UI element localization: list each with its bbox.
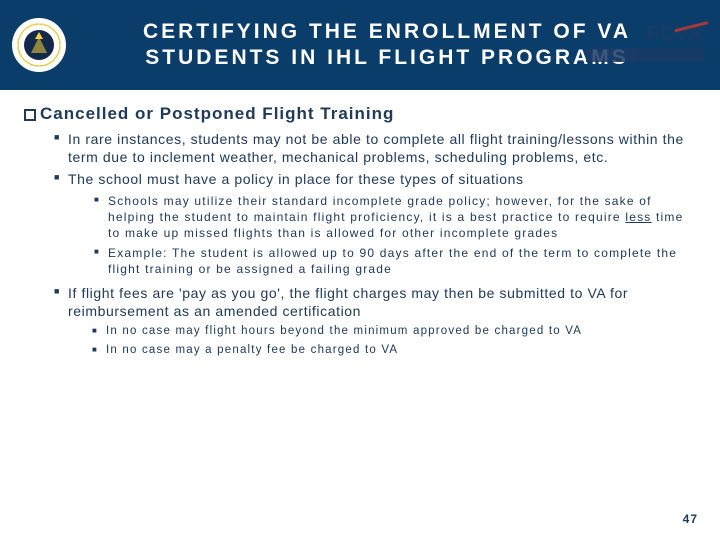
slide-header: CERTIFYING THE ENROLLMENT OF VA STUDENTS… <box>0 0 720 90</box>
sub-list: Schools may utilize their standard incom… <box>68 193 696 278</box>
fdva-bar <box>586 48 704 62</box>
list-item: Schools may utilize their standard incom… <box>94 193 696 242</box>
fdva-text: FDVA <box>647 23 704 46</box>
bullet-list: In rare instances, students may not be a… <box>24 130 696 359</box>
section-heading: Cancelled or Postponed Flight Training <box>24 104 696 124</box>
va-seal-icon <box>12 18 66 72</box>
list-item-text: The school must have a policy in place f… <box>68 171 524 187</box>
sub-list: In no case may flight hours beyond the m… <box>68 324 696 359</box>
slide-content: Cancelled or Postponed Flight Training I… <box>0 90 720 359</box>
list-item-text: If flight fees are 'pay as you go', the … <box>68 285 628 319</box>
underlined-text: less <box>625 210 651 224</box>
fdva-logo-icon: FDVA <box>584 23 704 67</box>
list-item: In rare instances, students may not be a… <box>54 130 696 166</box>
list-item: If flight fees are 'pay as you go', the … <box>54 284 696 359</box>
text-fragment: Schools may utilize their standard incom… <box>108 194 652 224</box>
list-item: In no case may flight hours beyond the m… <box>92 324 696 340</box>
list-item: Example: The student is allowed up to 90… <box>94 245 696 277</box>
list-item: The school must have a policy in place f… <box>54 170 696 277</box>
page-number: 47 <box>683 512 698 526</box>
list-item: In no case may a penalty fee be charged … <box>92 343 696 359</box>
